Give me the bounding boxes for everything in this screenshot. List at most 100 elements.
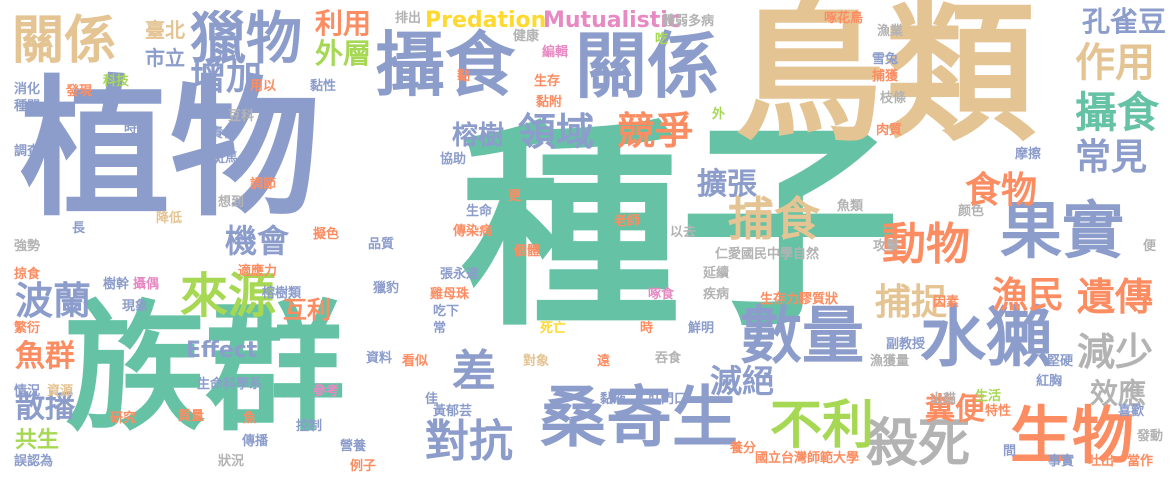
- word-利用: 利用: [315, 7, 372, 40]
- word-捕捉: 捕捉: [875, 282, 948, 323]
- word-鳥類: 鳥類: [735, 0, 1036, 162]
- word-情況: 情況: [14, 384, 41, 399]
- word-黏液: 黏液: [600, 392, 627, 407]
- word-雞母珠: 雞母珠: [430, 287, 470, 302]
- word-來源: 來源: [180, 268, 277, 324]
- word-疾病: 疾病: [703, 287, 730, 302]
- word-生活: 生活: [975, 389, 1002, 404]
- word-吐出: 吐出: [1088, 454, 1115, 469]
- word-肉質: 肉質: [876, 123, 903, 138]
- word-副教授: 副教授: [886, 337, 926, 352]
- word-獵物: 獵物: [190, 7, 302, 72]
- word-生命: 生命: [466, 204, 493, 219]
- word-吃下: 吃下: [433, 304, 460, 319]
- word-肛門口: 肛門口: [648, 392, 688, 407]
- word-時常: 時常: [124, 121, 151, 136]
- word-斑馬: 斑馬: [212, 151, 239, 166]
- word-養分: 養分: [730, 441, 757, 456]
- word-啄食: 啄食: [648, 287, 675, 302]
- word-掠食: 掠食: [14, 267, 41, 282]
- word-誤認為: 誤認為: [14, 454, 54, 469]
- word-擴張: 擴張: [697, 167, 757, 202]
- word-漁民: 漁民: [992, 275, 1065, 316]
- word-擬色: 擬色: [313, 227, 340, 242]
- word-以去: 以去: [670, 225, 697, 240]
- word-Predation: Predation: [425, 8, 547, 33]
- word-排出: 排出: [395, 11, 422, 26]
- word-殺死: 殺死: [866, 414, 971, 474]
- word-種間: 種間: [14, 99, 41, 114]
- word-互利: 互利: [283, 296, 331, 324]
- word-攝食: 攝食: [375, 24, 515, 106]
- word-國立台灣師範大學: 國立台灣師範大學: [755, 451, 860, 466]
- word-Mutualistic: Mutualistic: [543, 8, 681, 33]
- word-資料: 資料: [366, 351, 393, 366]
- word-颜色: 颜色: [958, 204, 985, 219]
- word-摩擦: 摩擦: [1015, 147, 1042, 162]
- word-營養: 營養: [340, 439, 367, 454]
- word-孔雀豆: 孔雀豆: [1082, 5, 1167, 38]
- word-佳: 佳: [425, 392, 439, 407]
- word-個體: 個體: [514, 244, 541, 259]
- word-事實: 事實: [1048, 454, 1075, 469]
- word-繁衍: 繁衍: [14, 321, 41, 336]
- word-果實: 果實: [1000, 194, 1125, 267]
- word-榕樹: 榕樹: [452, 121, 505, 151]
- word-共生: 共生: [15, 428, 60, 453]
- word-紅胸: 紅胸: [1036, 374, 1063, 389]
- word-漁業: 漁業: [877, 24, 904, 39]
- word-控制: 控制: [296, 419, 323, 434]
- word-看似: 看似: [402, 354, 429, 369]
- word-遺傳: 遺傳: [1077, 275, 1154, 319]
- word-常: 常: [433, 321, 447, 336]
- word-競爭: 競爭: [617, 109, 694, 153]
- word-時: 時: [640, 321, 654, 336]
- word-獵豹: 獵豹: [373, 281, 400, 296]
- word-發現: 發現: [66, 84, 93, 99]
- word-黏附: 黏附: [536, 95, 563, 110]
- word-長: 長: [72, 221, 86, 236]
- word-當作: 當作: [1127, 454, 1154, 469]
- word-體弱多病: 體弱多病: [662, 14, 715, 29]
- word-鮮明: 鮮明: [688, 321, 715, 336]
- word-黃郁芸: 黃郁芸: [433, 404, 473, 419]
- word-參考: 參考: [313, 384, 340, 399]
- word-外層: 外層: [315, 37, 372, 70]
- word-協助: 協助: [440, 152, 467, 167]
- word-效應: 效應: [1090, 377, 1147, 410]
- word-責任: 責任: [210, 126, 237, 141]
- word-魚: 魚: [243, 411, 257, 426]
- word-延續: 延續: [703, 266, 730, 281]
- word-傳播: 傳播: [242, 434, 269, 449]
- word-資源: 資源: [47, 384, 74, 399]
- word-強勢: 強勢: [14, 239, 41, 254]
- word-數量: 數量: [740, 299, 865, 372]
- word-關係-center: 關係: [575, 24, 720, 108]
- word-雪兔: 雪兔: [872, 52, 899, 67]
- word-糞便: 糞便: [925, 392, 985, 427]
- word-漁獲量: 漁獲量: [870, 354, 910, 369]
- word-品質: 品質: [368, 237, 395, 252]
- word-研究: 研究: [110, 411, 137, 426]
- word-現象: 現象: [122, 299, 149, 314]
- word-生命科學系: 生命科學系: [197, 377, 263, 392]
- word-領域: 領域: [518, 110, 595, 154]
- word-豆科: 豆科: [228, 109, 255, 124]
- word-調查: 調查: [14, 144, 41, 159]
- word-植物: 植物: [20, 63, 321, 237]
- word-桑寄生: 桑寄生: [540, 379, 738, 456]
- word-對抗: 對抗: [425, 416, 513, 467]
- word-增加: 增加: [190, 57, 263, 98]
- word-滅絕: 滅絕: [710, 362, 775, 400]
- word-臺北: 臺北: [145, 18, 185, 42]
- word-波蘭: 波蘭: [15, 279, 92, 323]
- word-機會: 機會: [225, 222, 290, 260]
- word-作用: 作用: [1075, 40, 1155, 86]
- word-狀況: 狀況: [218, 454, 245, 469]
- word-發動: 發動: [1137, 429, 1164, 444]
- word-適應力: 適應力: [238, 264, 278, 279]
- word-水獺: 水獺: [920, 299, 1052, 376]
- word-健康: 健康: [513, 29, 540, 44]
- word-張永達: 張永達: [440, 267, 480, 282]
